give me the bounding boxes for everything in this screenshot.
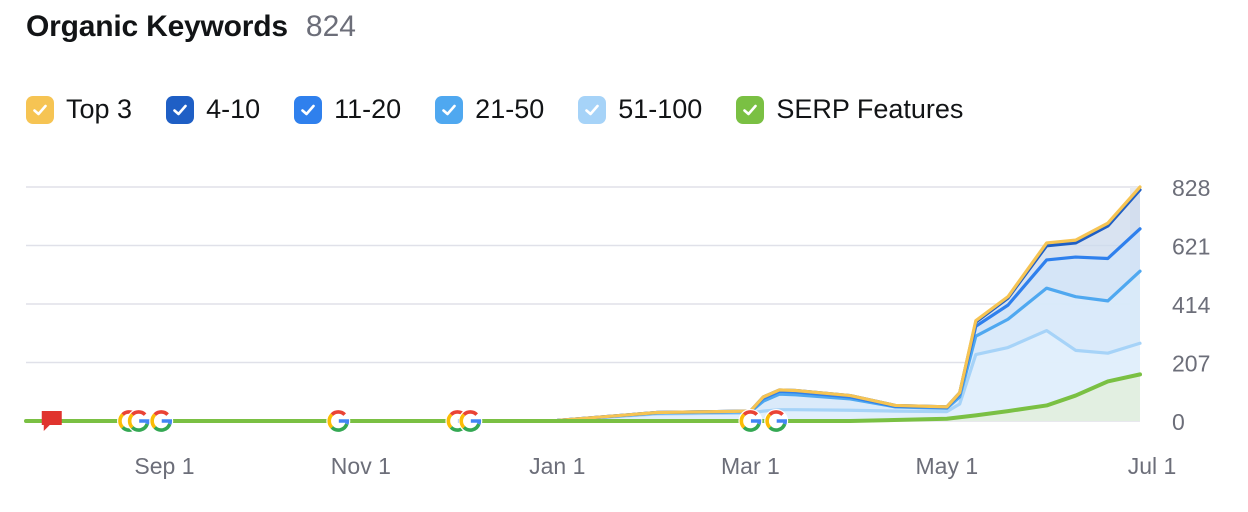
check-icon bbox=[173, 104, 187, 115]
check-icon bbox=[33, 104, 47, 115]
legend-label: 11-20 bbox=[334, 94, 402, 124]
legend-item-21-50[interactable]: 21-50 bbox=[435, 94, 544, 125]
organic-keywords-chart: 828 621 414 207 0 Sep 1 Nov 1 Jan 1 Mar 1 May 1 Ju… bbox=[24, 175, 1211, 479]
x-tick-label: Jan 1 bbox=[529, 453, 585, 479]
x-tick-label: May 1 bbox=[916, 453, 979, 479]
google-update-icon bbox=[149, 409, 174, 433]
legend-item-51-100[interactable]: 51-100 bbox=[578, 94, 702, 125]
legend-item-serp-features[interactable]: SERP Features bbox=[736, 94, 963, 125]
x-tick-label: Mar 1 bbox=[721, 453, 780, 479]
check-icon bbox=[442, 104, 456, 115]
google-update-icon bbox=[764, 409, 789, 433]
chart-title: Organic Keywords bbox=[26, 10, 288, 43]
y-tick-label: 414 bbox=[1172, 292, 1211, 318]
checkbox[interactable] bbox=[294, 95, 323, 124]
checkbox[interactable] bbox=[26, 95, 54, 124]
series-area bbox=[26, 374, 1140, 421]
series-line-serp-features bbox=[24, 372, 1142, 423]
y-tick-label: 621 bbox=[1172, 234, 1210, 260]
check-icon bbox=[301, 104, 315, 115]
legend-label: Top 3 bbox=[66, 94, 133, 124]
flag-icon bbox=[41, 411, 62, 431]
legend-item-11-20[interactable]: 11-20 bbox=[294, 94, 401, 125]
keyword-count: 824 bbox=[305, 10, 356, 43]
legend-item-4-10[interactable]: 4-10 bbox=[166, 94, 260, 125]
legend-label: 4-10 bbox=[206, 94, 261, 124]
checkbox[interactable] bbox=[166, 95, 195, 124]
y-tick-label: 0 bbox=[1172, 409, 1185, 435]
legend-label: SERP Features bbox=[776, 94, 964, 124]
x-tick-label: Sep 1 bbox=[134, 453, 194, 479]
legend: Top 3 4-10 11-20 21-50 51-100 SERP Features bbox=[26, 94, 997, 125]
x-tick-label: Jul 1 bbox=[1128, 453, 1177, 479]
checkbox[interactable] bbox=[435, 95, 464, 124]
check-icon bbox=[743, 104, 758, 115]
y-tick-label: 828 bbox=[1172, 175, 1210, 201]
google-update-icon bbox=[126, 409, 151, 433]
legend-label: 21-50 bbox=[475, 94, 545, 124]
check-icon bbox=[585, 104, 600, 115]
google-update-icon bbox=[458, 409, 483, 433]
x-tick-label: Nov 1 bbox=[331, 453, 391, 479]
google-update-icon bbox=[326, 409, 351, 433]
y-tick-label: 207 bbox=[1172, 351, 1210, 377]
header: Organic Keywords 824 bbox=[26, 10, 356, 44]
series-line-top-3 bbox=[24, 185, 1142, 423]
checkbox[interactable] bbox=[578, 95, 607, 124]
legend-label: 51-100 bbox=[618, 94, 703, 124]
google-update-icon bbox=[738, 409, 763, 433]
legend-item-top-3[interactable]: Top 3 bbox=[26, 94, 132, 125]
checkbox[interactable] bbox=[736, 95, 765, 124]
